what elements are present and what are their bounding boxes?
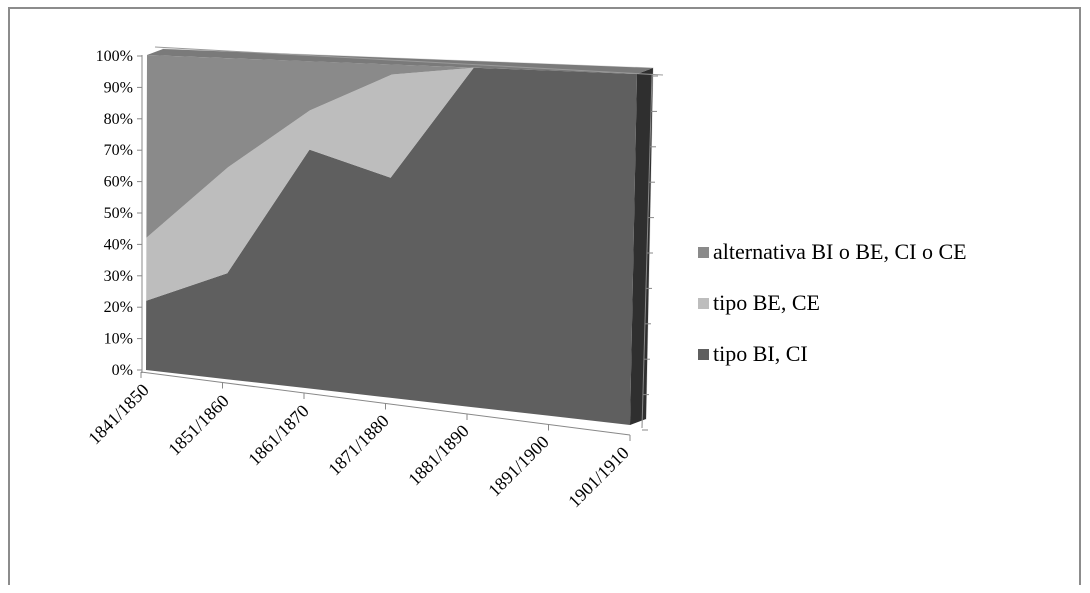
- x-category-label: 1891/1900: [484, 432, 553, 501]
- legend-item: tipo BE, CE: [698, 291, 967, 315]
- legend-label: alternativa BI o BE, CI o CE: [713, 239, 967, 264]
- area-series-1: [146, 67, 637, 425]
- y-tick-label: 0%: [112, 362, 133, 379]
- y-tick-label: 50%: [104, 205, 133, 222]
- x-category-label: 1871/1880: [324, 411, 393, 480]
- x-category-label: 1851/1860: [164, 391, 233, 460]
- y-tick-label: 100%: [96, 48, 133, 65]
- x-category-label: 1841/1850: [84, 380, 153, 449]
- legend-item: alternativa BI o BE, CI o CE: [698, 240, 967, 264]
- top-back-line: [154, 46, 664, 76]
- x-category-label: 1881/1890: [404, 421, 473, 490]
- legend-label: tipo BI, CI: [713, 341, 808, 366]
- legend-swatch: [698, 298, 709, 309]
- y-tick-label: 10%: [104, 331, 133, 348]
- area-series-2: [146, 67, 637, 301]
- right-axis-line: [641, 74, 653, 429]
- chart-legend: alternativa BI o BE, CI o CE tipo BE, CE t…: [698, 240, 967, 393]
- area-series-3: [146, 55, 637, 238]
- y-tick-label: 40%: [104, 236, 133, 253]
- y-tick-label: 80%: [104, 111, 133, 128]
- x-category-label: 1861/1870: [244, 401, 313, 470]
- legend-swatch: [698, 247, 709, 258]
- legend-item: tipo BI, CI: [698, 342, 967, 366]
- y-tick-label: 60%: [104, 174, 133, 191]
- legend-swatch: [698, 349, 709, 360]
- x-category-label: 1901/1910: [564, 443, 633, 512]
- y-tick-label: 90%: [104, 79, 133, 96]
- legend-label: tipo BE, CE: [713, 290, 820, 315]
- y-tick-label: 30%: [104, 268, 133, 285]
- depth-side: [630, 68, 653, 425]
- y-tick-label: 20%: [104, 299, 133, 316]
- y-tick-label: 70%: [104, 142, 133, 159]
